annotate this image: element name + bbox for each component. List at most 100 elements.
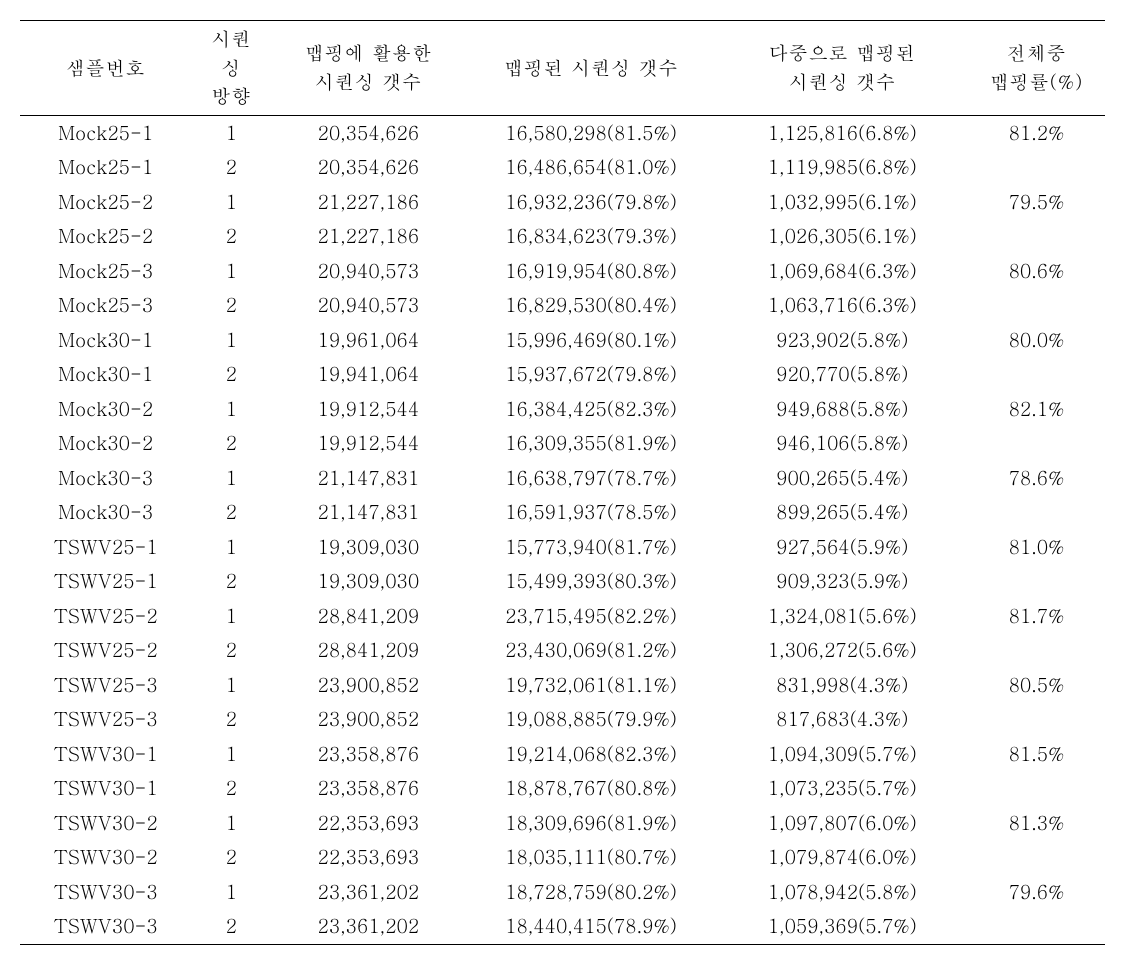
cell-multi: 817,683(4.3%) [717, 702, 968, 737]
header-label: 전체중맵핑률(%) [990, 39, 1084, 95]
cell-mapped: 16,309,355(81.9%) [465, 426, 716, 461]
cell-sample: Mock25-3 [20, 254, 191, 289]
col-header-mapped: 맵핑된 시퀀싱 갯수 [465, 21, 716, 116]
cell-direction: 2 [191, 771, 271, 806]
cell-direction: 2 [191, 219, 271, 254]
header-label: 다중으로 맵핑된시퀀싱 갯수 [769, 39, 916, 95]
cell-used: 23,361,202 [271, 875, 465, 910]
cell-multi: 923,902(5.8%) [717, 323, 968, 358]
cell-multi: 920,770(5.8%) [717, 357, 968, 392]
cell-multi: 1,069,684(6.3%) [717, 254, 968, 289]
cell-used: 20,354,626 [271, 150, 465, 185]
cell-sample: TSWV30-3 [20, 909, 191, 944]
cell-direction: 1 [191, 254, 271, 289]
cell-used: 19,941,064 [271, 357, 465, 392]
cell-multi: 831,998(4.3%) [717, 668, 968, 703]
col-header-multi: 다중으로 맵핑된시퀀싱 갯수 [717, 21, 968, 116]
cell-sample: TSWV25-2 [20, 599, 191, 634]
col-header-direction: 시퀀싱방향 [191, 21, 271, 116]
cell-multi: 1,306,272(5.6%) [717, 633, 968, 668]
cell-direction: 1 [191, 115, 271, 150]
cell-sample: Mock25-2 [20, 185, 191, 220]
cell-rate: 80.6% [968, 254, 1105, 289]
header-label: 샘플번호 [66, 54, 146, 81]
table-row: Mock30-1119,961,06415,996,469(80.1%)923,… [20, 323, 1105, 358]
cell-direction: 2 [191, 840, 271, 875]
cell-multi: 1,078,942(5.8%) [717, 875, 968, 910]
cell-multi: 1,079,874(6.0%) [717, 840, 968, 875]
cell-multi: 1,073,235(5.7%) [717, 771, 968, 806]
cell-multi: 1,125,816(6.8%) [717, 115, 968, 150]
cell-sample: TSWV25-1 [20, 564, 191, 599]
table-row: TSWV30-1223,358,87618,878,767(80.8%)1,07… [20, 771, 1105, 806]
table-row: TSWV30-3223,361,20218,440,415(78.9%)1,05… [20, 909, 1105, 944]
cell-sample: Mock30-3 [20, 495, 191, 530]
cell-mapped: 16,932,236(79.8%) [465, 185, 716, 220]
cell-multi: 946,106(5.8%) [717, 426, 968, 461]
cell-mapped: 16,919,954(80.8%) [465, 254, 716, 289]
cell-used: 19,912,544 [271, 392, 465, 427]
cell-rate [968, 633, 1105, 668]
header-label: 맵핑된 시퀀싱 갯수 [504, 54, 679, 81]
cell-rate [968, 288, 1105, 323]
cell-sample: Mock30-2 [20, 392, 191, 427]
cell-rate: 79.6% [968, 875, 1105, 910]
cell-direction: 2 [191, 633, 271, 668]
cell-rate: 80.5% [968, 668, 1105, 703]
cell-sample: Mock25-2 [20, 219, 191, 254]
cell-rate [968, 150, 1105, 185]
cell-sample: TSWV30-1 [20, 771, 191, 806]
cell-mapped: 16,834,623(79.3%) [465, 219, 716, 254]
cell-direction: 2 [191, 357, 271, 392]
table-row: Mock25-1220,354,62616,486,654(81.0%)1,11… [20, 150, 1105, 185]
cell-sample: TSWV30-3 [20, 875, 191, 910]
cell-multi: 1,097,807(6.0%) [717, 806, 968, 841]
col-header-rate: 전체중맵핑률(%) [968, 21, 1105, 116]
cell-rate: 80.0% [968, 323, 1105, 358]
cell-mapped: 15,773,940(81.7%) [465, 530, 716, 565]
cell-rate: 81.3% [968, 806, 1105, 841]
table-row: Mock30-3221,147,83116,591,937(78.5%)899,… [20, 495, 1105, 530]
cell-used: 22,353,693 [271, 840, 465, 875]
cell-sample: TSWV25-2 [20, 633, 191, 668]
cell-sample: Mock30-2 [20, 426, 191, 461]
cell-direction: 2 [191, 150, 271, 185]
cell-used: 23,900,852 [271, 668, 465, 703]
cell-sample: Mock30-3 [20, 461, 191, 496]
cell-sample: TSWV30-1 [20, 737, 191, 772]
table-row: TSWV25-3123,900,85219,732,061(81.1%)831,… [20, 668, 1105, 703]
cell-mapped: 16,829,530(80.4%) [465, 288, 716, 323]
cell-mapped: 16,580,298(81.5%) [465, 115, 716, 150]
table-row: Mock25-2221,227,18616,834,623(79.3%)1,02… [20, 219, 1105, 254]
cell-direction: 1 [191, 668, 271, 703]
table-row: Mock30-3121,147,83116,638,797(78.7%)900,… [20, 461, 1105, 496]
cell-direction: 2 [191, 564, 271, 599]
cell-direction: 2 [191, 495, 271, 530]
cell-direction: 1 [191, 599, 271, 634]
cell-rate: 79.5% [968, 185, 1105, 220]
cell-multi: 909,323(5.9%) [717, 564, 968, 599]
cell-direction: 1 [191, 392, 271, 427]
header-label: 시퀀싱방향 [211, 25, 251, 109]
cell-mapped: 19,732,061(81.1%) [465, 668, 716, 703]
table-row: Mock30-1219,941,06415,937,672(79.8%)920,… [20, 357, 1105, 392]
table-row: TSWV30-2222,353,69318,035,111(80.7%)1,07… [20, 840, 1105, 875]
cell-sample: TSWV25-3 [20, 668, 191, 703]
col-header-sample: 샘플번호 [20, 21, 191, 116]
table-row: TSWV25-2228,841,20923,430,069(81.2%)1,30… [20, 633, 1105, 668]
table-row: TSWV30-1123,358,87619,214,068(82.3%)1,09… [20, 737, 1105, 772]
cell-multi: 1,063,716(6.3%) [717, 288, 968, 323]
header-label: 맵핑에 활용한시퀀싱 갯수 [305, 39, 432, 95]
cell-mapped: 18,309,696(81.9%) [465, 806, 716, 841]
cell-used: 23,361,202 [271, 909, 465, 944]
cell-direction: 1 [191, 461, 271, 496]
cell-sample: TSWV30-2 [20, 840, 191, 875]
header-row: 샘플번호 시퀀싱방향 맵핑에 활용한시퀀싱 갯수 맵핑된 시퀀싱 갯수 다중으로… [20, 21, 1105, 116]
table-row: TSWV30-2122,353,69318,309,696(81.9%)1,09… [20, 806, 1105, 841]
cell-mapped: 16,486,654(81.0%) [465, 150, 716, 185]
cell-mapped: 16,384,425(82.3%) [465, 392, 716, 427]
table-row: Mock25-1120,354,62616,580,298(81.5%)1,12… [20, 115, 1105, 150]
cell-used: 21,227,186 [271, 185, 465, 220]
cell-mapped: 18,878,767(80.8%) [465, 771, 716, 806]
table-row: Mock30-2119,912,54416,384,425(82.3%)949,… [20, 392, 1105, 427]
